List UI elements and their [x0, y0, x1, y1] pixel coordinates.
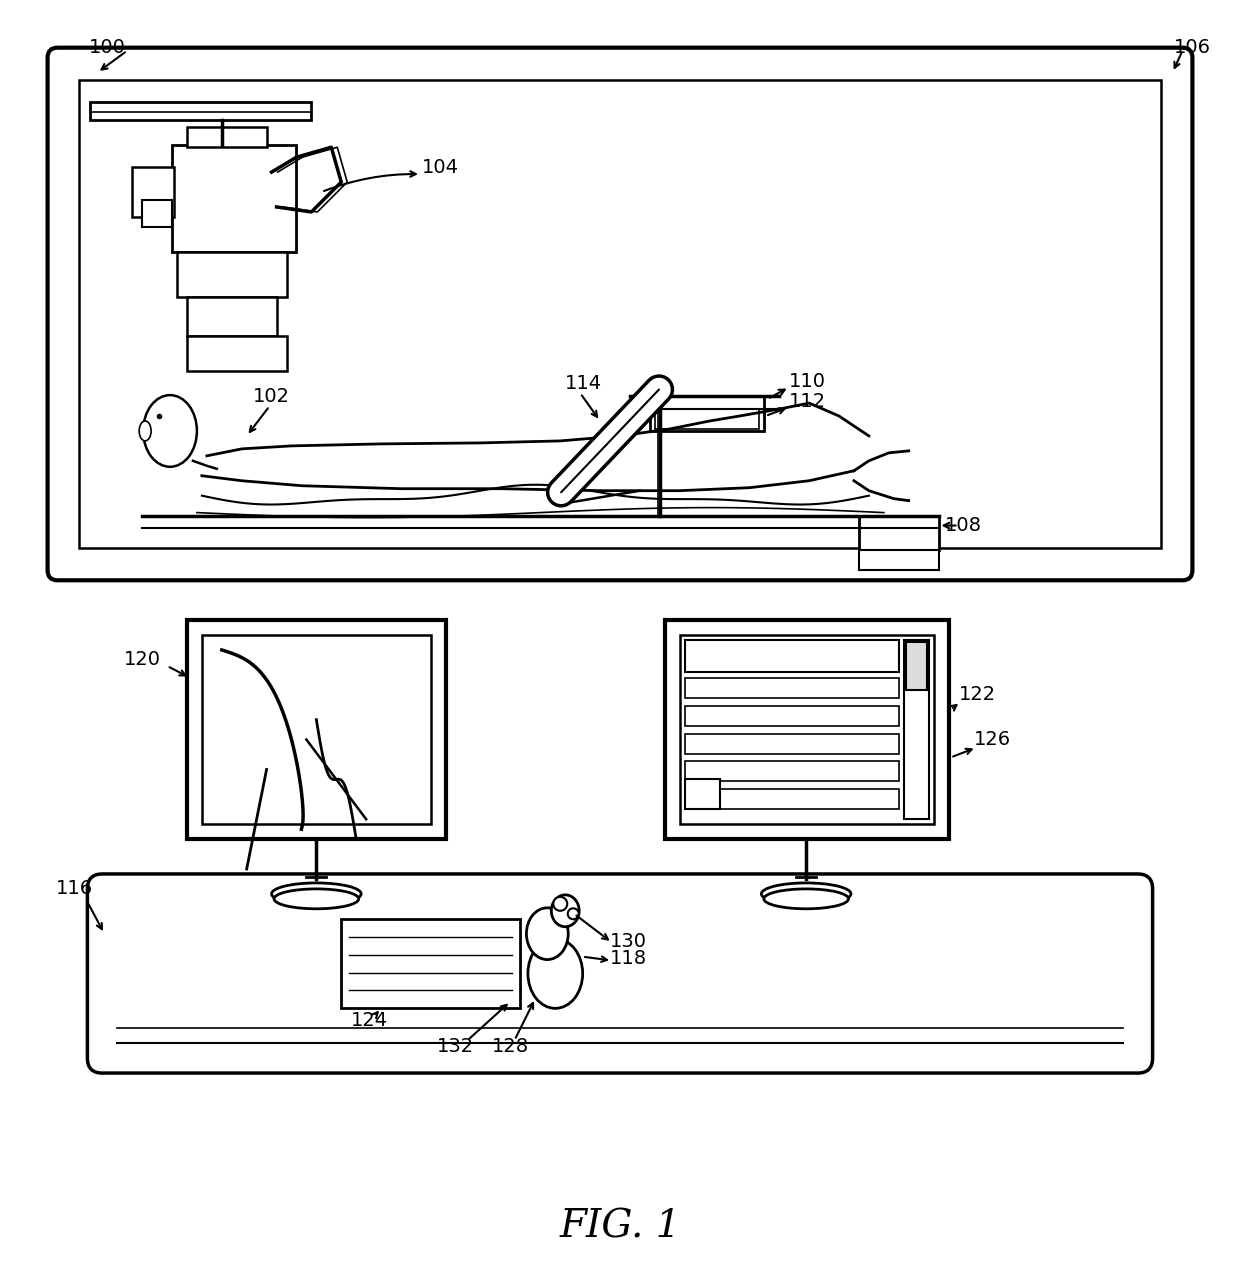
Bar — [79, 80, 1161, 548]
Text: 118: 118 — [610, 949, 647, 968]
Bar — [187, 127, 267, 147]
Bar — [684, 733, 899, 754]
Bar — [187, 297, 277, 337]
Bar — [684, 761, 899, 782]
Bar — [187, 337, 286, 372]
Ellipse shape — [552, 895, 579, 927]
Text: 130: 130 — [610, 932, 647, 952]
Text: 128: 128 — [492, 1037, 529, 1056]
Bar — [665, 620, 949, 840]
Bar — [650, 396, 764, 431]
Bar — [172, 145, 296, 252]
Bar — [684, 640, 899, 671]
Ellipse shape — [274, 889, 358, 909]
FancyBboxPatch shape — [47, 48, 1193, 580]
Ellipse shape — [568, 908, 579, 919]
Text: 126: 126 — [973, 730, 1011, 748]
Text: 124: 124 — [351, 1011, 388, 1030]
Text: 104: 104 — [423, 158, 459, 176]
Bar — [684, 706, 899, 725]
Ellipse shape — [528, 939, 583, 1008]
Bar — [859, 550, 939, 570]
Bar — [905, 642, 926, 689]
Bar — [904, 640, 929, 819]
Ellipse shape — [761, 883, 851, 905]
Bar — [133, 167, 174, 217]
Text: 102: 102 — [253, 387, 290, 405]
Bar — [177, 252, 286, 297]
Text: 114: 114 — [565, 374, 603, 392]
Text: 112: 112 — [789, 392, 826, 410]
Bar — [680, 635, 934, 824]
Ellipse shape — [764, 889, 848, 909]
Text: FIG. 1: FIG. 1 — [559, 1209, 681, 1246]
Text: 100: 100 — [89, 39, 125, 57]
FancyBboxPatch shape — [87, 874, 1153, 1073]
Text: 108: 108 — [945, 516, 982, 535]
Bar — [684, 779, 719, 809]
Text: 122: 122 — [959, 685, 996, 705]
Bar — [341, 918, 521, 1008]
Text: 132: 132 — [438, 1037, 475, 1056]
Bar — [684, 678, 899, 698]
Text: 120: 120 — [124, 651, 161, 670]
Text: 106: 106 — [1174, 39, 1211, 57]
Ellipse shape — [272, 883, 361, 905]
Text: 116: 116 — [56, 880, 93, 899]
Ellipse shape — [139, 421, 151, 441]
Bar — [202, 635, 430, 824]
Bar — [655, 409, 759, 430]
Bar — [859, 516, 939, 550]
Bar — [143, 201, 172, 226]
Bar — [91, 103, 311, 121]
Text: 110: 110 — [789, 372, 826, 391]
Ellipse shape — [553, 896, 567, 910]
Bar — [684, 790, 899, 809]
Ellipse shape — [527, 908, 568, 959]
Ellipse shape — [143, 395, 197, 467]
Bar — [187, 620, 446, 840]
